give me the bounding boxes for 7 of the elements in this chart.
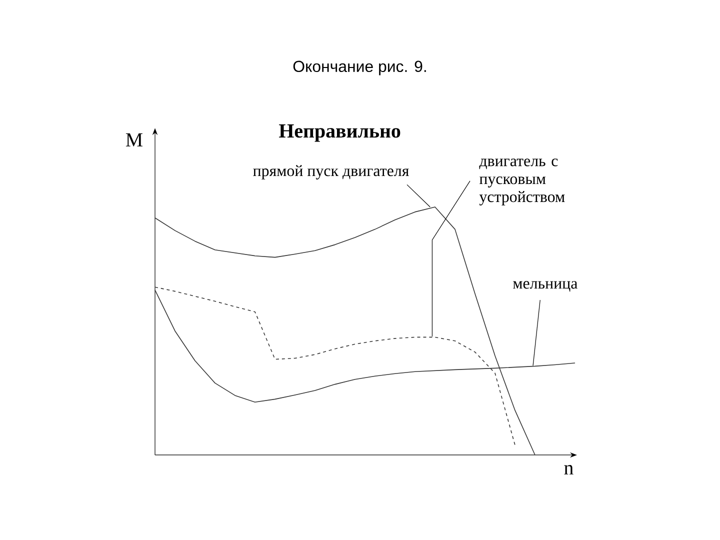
text: прямой пуск двигателя bbox=[253, 165, 409, 180]
text: двигатель с пусковым устройством bbox=[479, 158, 565, 206]
annotation: мельница bbox=[513, 281, 578, 292]
chart-subtitle: Неправильно bbox=[279, 124, 400, 142]
y-axis-title: M bbox=[126, 133, 142, 146]
x-axis-title: n bbox=[564, 465, 574, 474]
chart-title: Окончание рис. 9. bbox=[293, 60, 426, 76]
